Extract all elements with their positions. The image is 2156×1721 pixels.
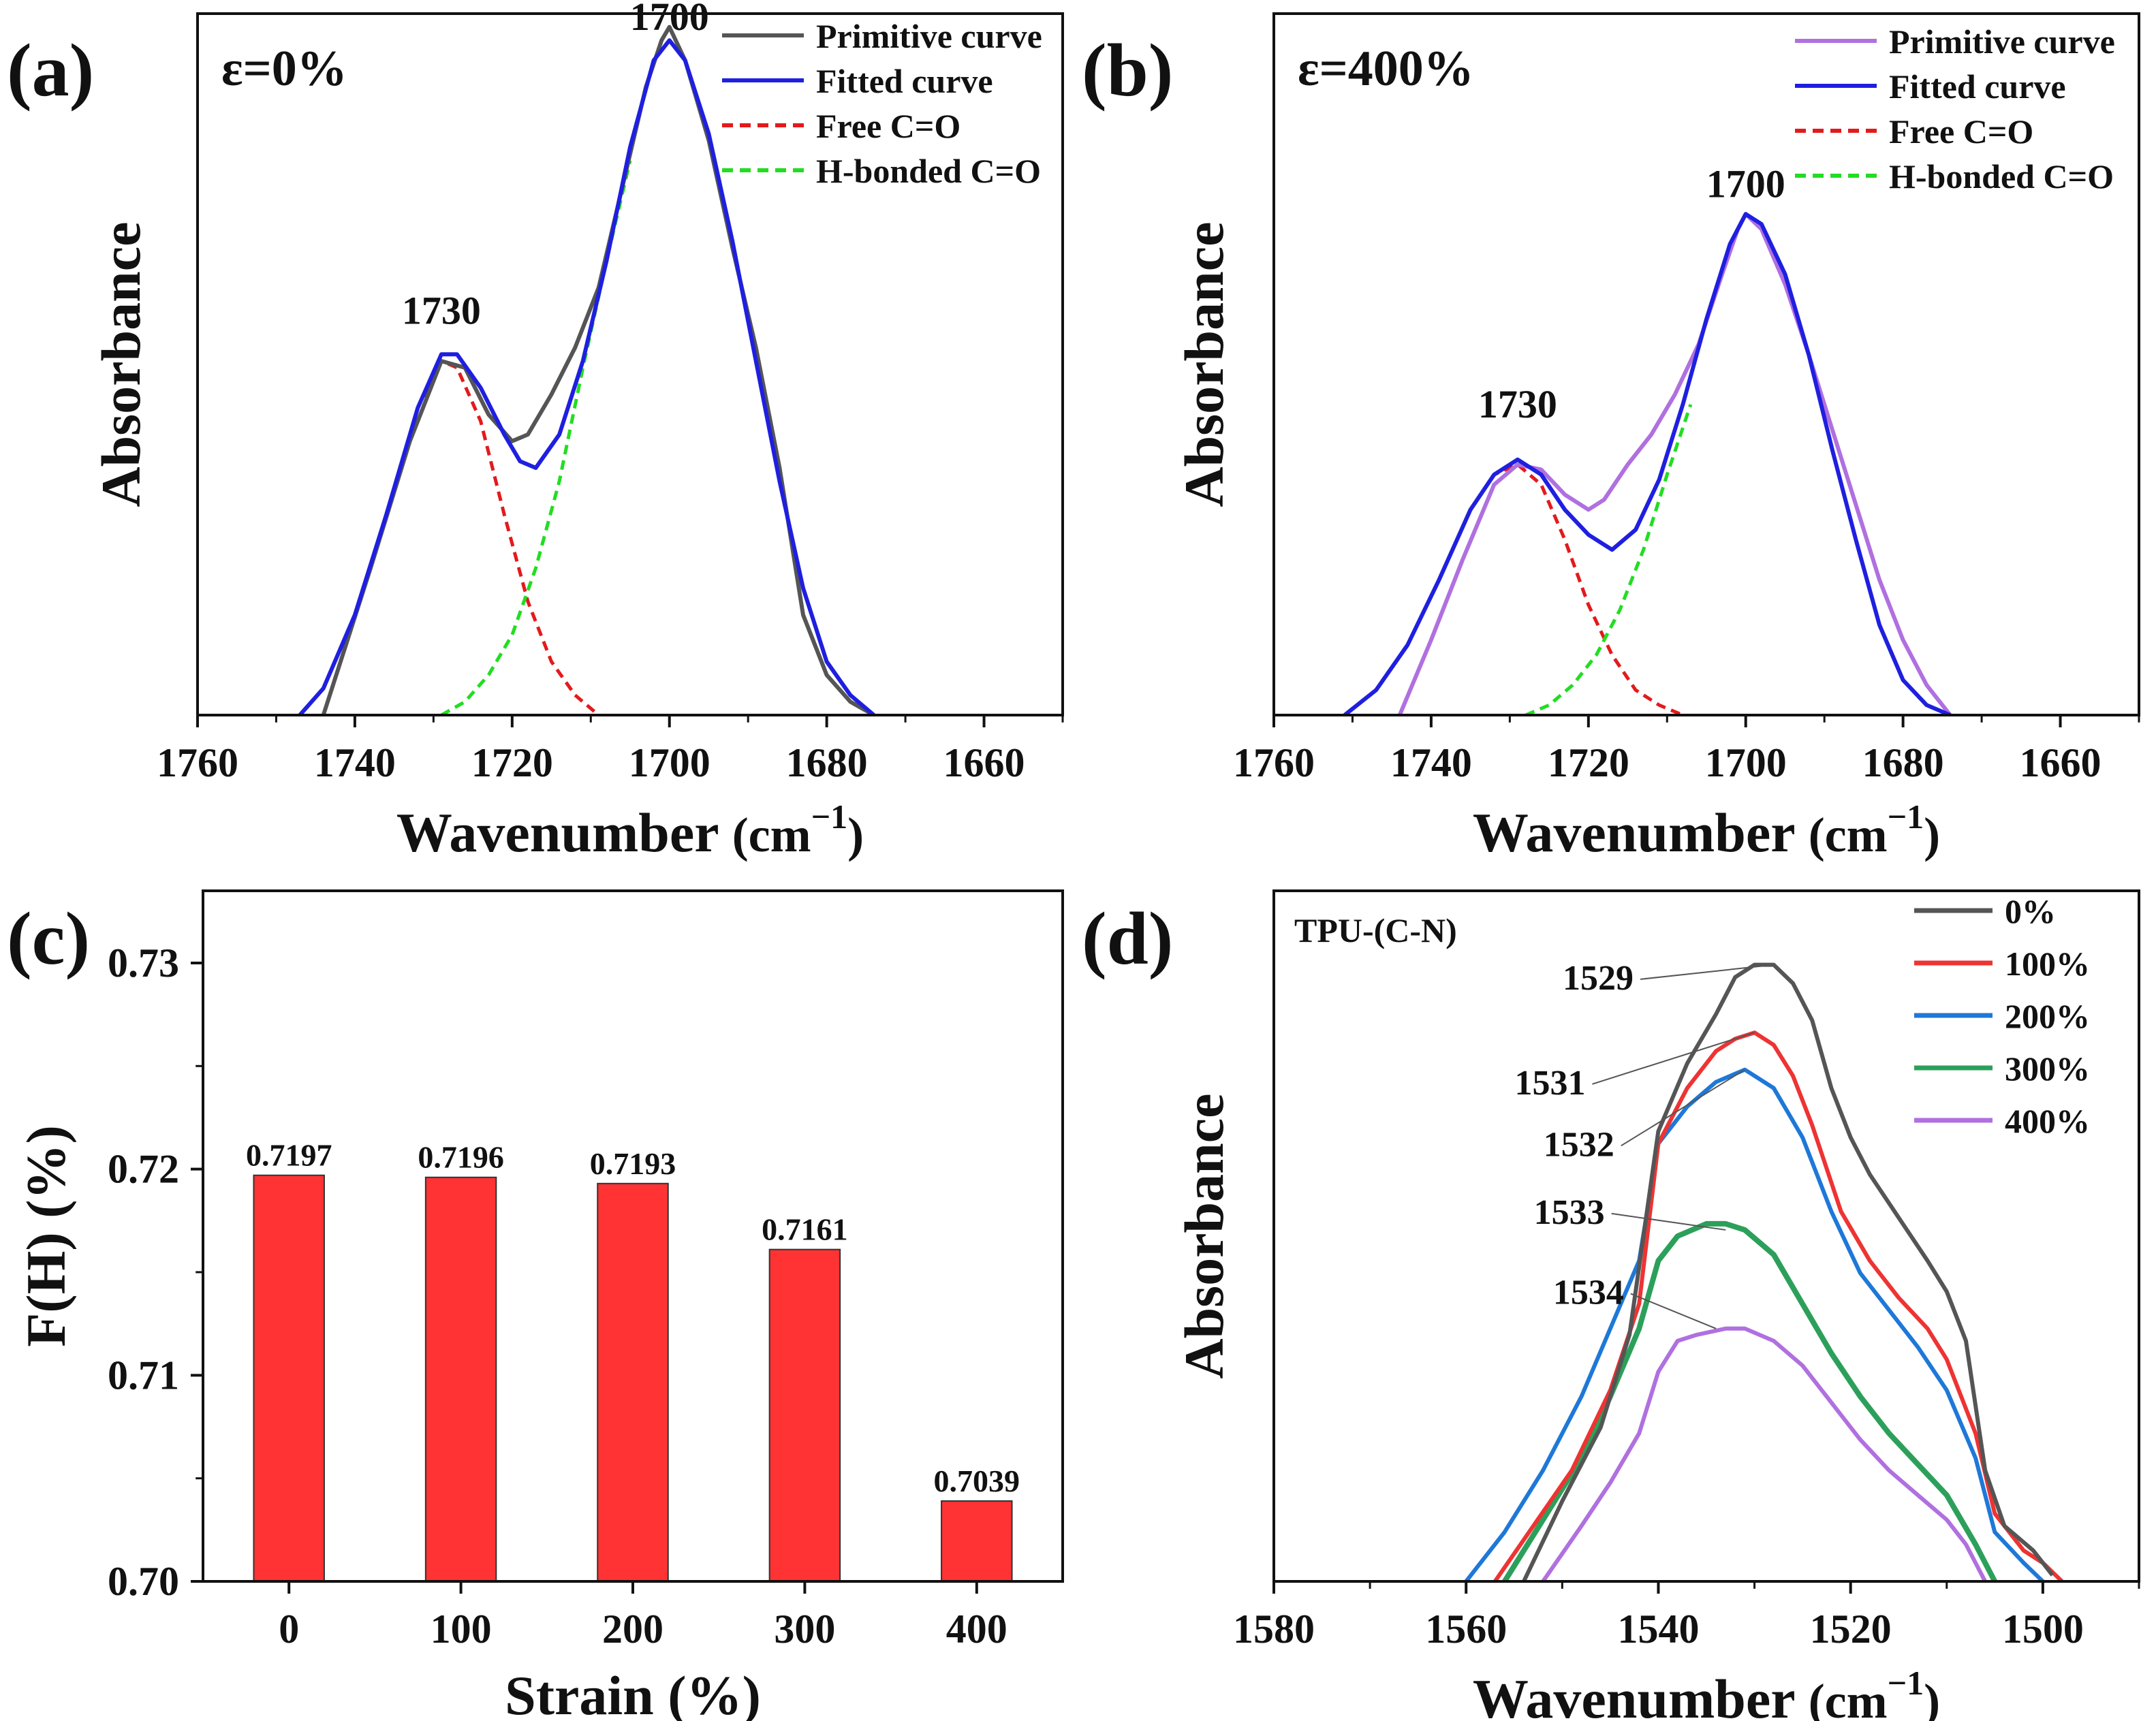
bar-value-label: 0.7161 <box>762 1212 848 1247</box>
panel-a-legend-entry: Primitive curve <box>816 17 1042 55</box>
panel-c-x-tick-label: 100 <box>431 1607 492 1652</box>
panel-c-y-tick-label: 0.72 <box>108 1147 179 1192</box>
panel-b-peak-label: 1730 <box>1478 382 1557 426</box>
panel-b-condition: ε=400% <box>1298 41 1474 97</box>
panel-d-x-tick-label: 1580 <box>1233 1607 1315 1652</box>
panel-c-y-tick-label: 0.73 <box>108 941 179 985</box>
panel-d-plot-frame <box>1272 889 2140 1583</box>
panel-c-bar-chart: (c) 0.7197 0 0.7196 100 0.7193 200 0.7161 300 0.7… <box>7 889 1064 1721</box>
panel-a-series-primitive-curve <box>321 25 875 715</box>
panel-d-peak-label: 1532 <box>1544 1125 1614 1164</box>
panel-d-y-axis-label: Absorbance <box>1173 1093 1235 1378</box>
panel-c-x-tick-label: 400 <box>946 1607 1007 1652</box>
panel-c-y-tick-label: 0.70 <box>108 1559 179 1604</box>
bar-strain-200 <box>597 1182 669 1582</box>
panel-b-x-axis-label: Wavenumber (cm−1) <box>1473 798 1940 864</box>
panel-d-x-tick-label: 1540 <box>1617 1607 1699 1652</box>
panel-d-series-0pct <box>1522 962 2055 1581</box>
panel-a-label: (a) <box>7 29 94 112</box>
panel-b-x-tick-label: 1720 <box>1548 740 1629 785</box>
panel-d-peak-label: 1529 <box>1563 959 1634 998</box>
panel-a-series-fitted-curve <box>298 38 875 715</box>
panel-b-x-tick-label: 1760 <box>1233 740 1315 785</box>
panel-b-peak-label: 1700 <box>1706 161 1785 206</box>
panel-d-peak-leader <box>1640 964 1774 980</box>
panel-a-condition: ε=0% <box>221 41 347 97</box>
panel-a-series-free-c-o <box>298 359 600 715</box>
panel-d-legend-entry: 300% <box>2005 1049 2090 1088</box>
panel-b-fitted-spectrum: (b) ε=400% 1730 1700 1760 1740 1720 1700 1680 166… <box>1082 12 2140 864</box>
panel-b-series-h-bonded-c-o <box>1525 404 1693 715</box>
panel-a-peak-label: 1700 <box>630 0 709 39</box>
panel-a-x-tick-label: 1740 <box>314 740 396 785</box>
panel-d-legend-entry: 400% <box>2005 1102 2090 1140</box>
panel-d-label: (d) <box>1082 897 1173 980</box>
panel-b-series-primitive-curve <box>1397 212 1952 715</box>
panel-b-x-tick-label: 1660 <box>2020 740 2102 785</box>
panel-d-x-tick-label: 1560 <box>1425 1607 1507 1652</box>
bar-value-label: 0.7193 <box>590 1146 676 1181</box>
panel-a-legend-entry: H-bonded C=O <box>816 152 1041 190</box>
panel-a-y-axis-label: Absorbance <box>90 221 152 507</box>
panel-a-x-tick-label: 1660 <box>943 740 1025 785</box>
panel-a-x-tick-label: 1680 <box>786 740 868 785</box>
panel-a-x-tick-label: 1700 <box>629 740 710 785</box>
panel-c-x-tick-label: 0 <box>279 1607 299 1652</box>
panel-a-x-tick-label: 1720 <box>471 740 553 785</box>
panel-d-peak-leader <box>1611 1212 1726 1231</box>
panel-a-peak-label: 1730 <box>402 289 481 333</box>
bar-strain-400 <box>941 1500 1013 1582</box>
bar-strain-300 <box>768 1248 841 1583</box>
panel-b-label: (b) <box>1082 29 1173 112</box>
panel-d-peak-label: 1534 <box>1553 1274 1624 1312</box>
panel-d-legend-entry: 100% <box>2005 945 2090 983</box>
bar-value-label: 0.7196 <box>418 1140 504 1175</box>
panel-c-x-tick-label: 300 <box>774 1607 835 1652</box>
panel-a-legend-entry: Fitted curve <box>816 62 993 100</box>
panel-d-peak-label: 1531 <box>1514 1064 1585 1103</box>
panel-d-legend-entry: 0% <box>2005 892 2056 930</box>
panel-d-x-axis-label: Wavenumber (cm−1) <box>1473 1664 1940 1721</box>
panel-c-y-axis-label: F(H) (%) <box>15 1125 77 1347</box>
panel-a-fitted-spectrum: (a) ε=0% 1730 1700 1760 1740 1720 1700 1680 1660 W… <box>7 0 1064 864</box>
panel-d-series-400pct <box>1541 1326 1987 1581</box>
panel-b-x-tick-label: 1700 <box>1705 740 1787 785</box>
panel-b-legend-entry: Primitive curve <box>1889 22 2115 61</box>
panel-b-legend-entry: H-bonded C=O <box>1889 157 2114 195</box>
panel-b-series-free-c-o <box>1343 462 1684 715</box>
panel-d-peak-leader <box>1592 1032 1755 1085</box>
bar-value-label: 0.7039 <box>934 1464 1020 1498</box>
panel-d-legend-entry: 200% <box>2005 997 2090 1035</box>
panel-d-peak-label: 1533 <box>1534 1193 1605 1232</box>
bar-strain-100 <box>424 1176 497 1583</box>
panel-c-y-tick-label: 0.71 <box>108 1353 179 1398</box>
panel-b-y-axis-label: Absorbance <box>1173 221 1235 507</box>
panel-c-x-axis-label: Strain (%) <box>505 1664 761 1721</box>
bar-value-label: 0.7197 <box>246 1138 332 1173</box>
panel-a-series-h-bonded-c-o <box>440 160 632 715</box>
panel-d-peak-leader <box>1621 1069 1745 1147</box>
panel-b-plot-frame <box>1272 12 2140 716</box>
panel-c-plot-frame <box>202 889 1064 1583</box>
panel-d-x-tick-label: 1500 <box>2002 1607 2084 1652</box>
panel-d-cn-spectra: (d) TPU-(C-N) 1529 1531 1532 1533 1534 1580 1560… <box>1082 889 2140 1721</box>
panel-a-x-tick-label: 1760 <box>157 740 238 785</box>
panel-c-label: (c) <box>7 897 90 980</box>
panel-b-legend-entry: Fitted curve <box>1889 67 2066 106</box>
panel-d-title: TPU-(C-N) <box>1294 911 1457 949</box>
panel-d-x-tick-label: 1520 <box>1810 1607 1892 1652</box>
panel-d-peak-leader <box>1630 1293 1717 1329</box>
panel-c-x-tick-label: 200 <box>602 1607 663 1652</box>
panel-a-plot-frame <box>196 12 1064 716</box>
panel-b-series-fitted-curve <box>1343 212 1952 715</box>
panel-b-legend-entry: Free C=O <box>1889 112 2033 151</box>
panel-b-x-tick-label: 1740 <box>1390 740 1472 785</box>
panel-b-x-tick-label: 1680 <box>1862 740 1944 785</box>
panel-a-legend-entry: Free C=O <box>816 107 960 145</box>
panel-d-series-200pct <box>1464 1067 2044 1581</box>
bar-strain-0 <box>253 1174 325 1583</box>
panel-a-x-axis-label: Wavenumber (cm−1) <box>396 798 864 864</box>
